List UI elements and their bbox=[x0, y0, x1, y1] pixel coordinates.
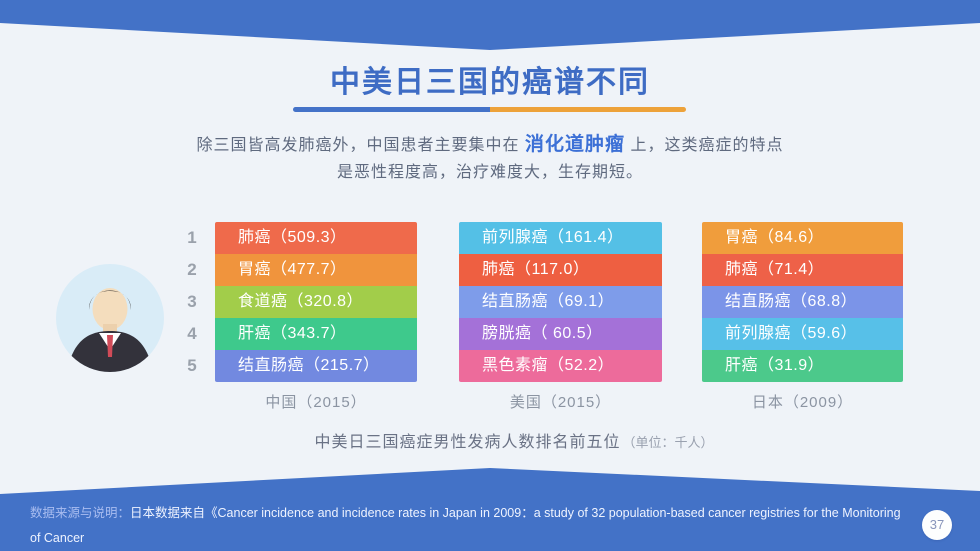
page-title: 中美日三国的癌谱不同 bbox=[330, 66, 650, 99]
bar-japan-5: 肝癌（31.9） bbox=[702, 350, 903, 382]
bar-china-1: 肺癌（509.3） bbox=[215, 222, 417, 254]
bar-us-4: 膀胱癌（ 60.5） bbox=[459, 318, 662, 350]
rank-label: 3 bbox=[187, 292, 197, 311]
male-patient-icon bbox=[67, 288, 153, 372]
rank-column: 1 2 3 4 5 bbox=[178, 222, 206, 382]
bar-us-5: 黑色素瘤（52.2） bbox=[459, 350, 662, 382]
divider-orange-segment bbox=[489, 107, 686, 112]
column-label-us: 美国（2015） bbox=[509, 394, 612, 411]
bar-japan-3: 结直肠癌（68.8） bbox=[702, 286, 903, 318]
bar-japan-1: 胃癌（84.6） bbox=[702, 222, 903, 254]
bar-us-3: 结直肠癌（69.1） bbox=[459, 286, 662, 318]
subtitle-text-pre: 除三国皆高发肺癌外，中国患者主要集中在 bbox=[196, 137, 525, 154]
column-label-china: 中国（2015） bbox=[265, 394, 367, 411]
subtitle: 除三国皆高发肺癌外，中国患者主要集中在 消化道肿瘤 上，这类癌症的特点 是恶性程… bbox=[0, 131, 980, 186]
rank-label: 4 bbox=[187, 324, 197, 343]
column-label-japan: 日本（2009） bbox=[751, 394, 854, 411]
bar-china-2: 胃癌（477.7） bbox=[215, 254, 417, 286]
bar-us-1: 前列腺癌（161.4） bbox=[459, 222, 662, 254]
bar-japan-2: 肺癌（71.4） bbox=[702, 254, 903, 286]
divider-blue-segment bbox=[293, 107, 490, 112]
bar-japan-4: 前列腺癌（59.6） bbox=[702, 318, 903, 350]
ranking-column-us: 前列腺癌（161.4） 肺癌（117.0） 结直肠癌（69.1） 膀胱癌（ 60… bbox=[459, 222, 662, 382]
subtitle-highlight: 消化道肿瘤 bbox=[524, 134, 625, 155]
bar-us-2: 肺癌（117.0） bbox=[459, 254, 662, 286]
title-divider bbox=[293, 107, 686, 112]
page-number-badge: 37 bbox=[922, 510, 952, 540]
ranking-column-japan: 胃癌（84.6） 肺癌（71.4） 结直肠癌（68.8） 前列腺癌（59.6） … bbox=[702, 222, 903, 382]
bar-china-4: 肝癌（343.7） bbox=[215, 318, 417, 350]
rank-label: 5 bbox=[187, 356, 197, 375]
caption-text: 中美日三国癌症男性发病人数排名前五位 bbox=[314, 434, 621, 451]
avatar bbox=[56, 264, 164, 372]
bar-china-3: 食道癌（320.8） bbox=[215, 286, 417, 318]
data-source-label: 数据来源与说明： bbox=[30, 506, 131, 520]
ranking-column-china: 肺癌（509.3） 胃癌（477.7） 食道癌（320.8） 肝癌（343.7）… bbox=[215, 222, 417, 382]
rank-label: 2 bbox=[187, 260, 197, 279]
rank-label: 1 bbox=[187, 228, 197, 247]
bar-china-5: 结直肠癌（215.7） bbox=[215, 350, 417, 382]
footer-band: 数据来源与说明：日本数据来自《Cancer incidence and inci… bbox=[0, 468, 980, 551]
caption-unit: （单位：千人） bbox=[622, 435, 714, 450]
header-band bbox=[0, 0, 980, 50]
subtitle-line-1: 除三国皆高发肺癌外，中国患者主要集中在 消化道肿瘤 上，这类癌症的特点 bbox=[0, 131, 980, 159]
subtitle-text-post: 上，这类癌症的特点 bbox=[625, 137, 784, 154]
subtitle-line-2: 是恶性程度高，治疗难度大，生存期短。 bbox=[336, 164, 643, 181]
data-source-line-1: 日本数据来自《Cancer incidence and incidence ra… bbox=[30, 506, 901, 545]
data-source-note: 数据来源与说明：日本数据来自《Cancer incidence and inci… bbox=[30, 501, 910, 551]
chart-caption: 中美日三国癌症男性发病人数排名前五位 （单位：千人） bbox=[0, 428, 980, 452]
